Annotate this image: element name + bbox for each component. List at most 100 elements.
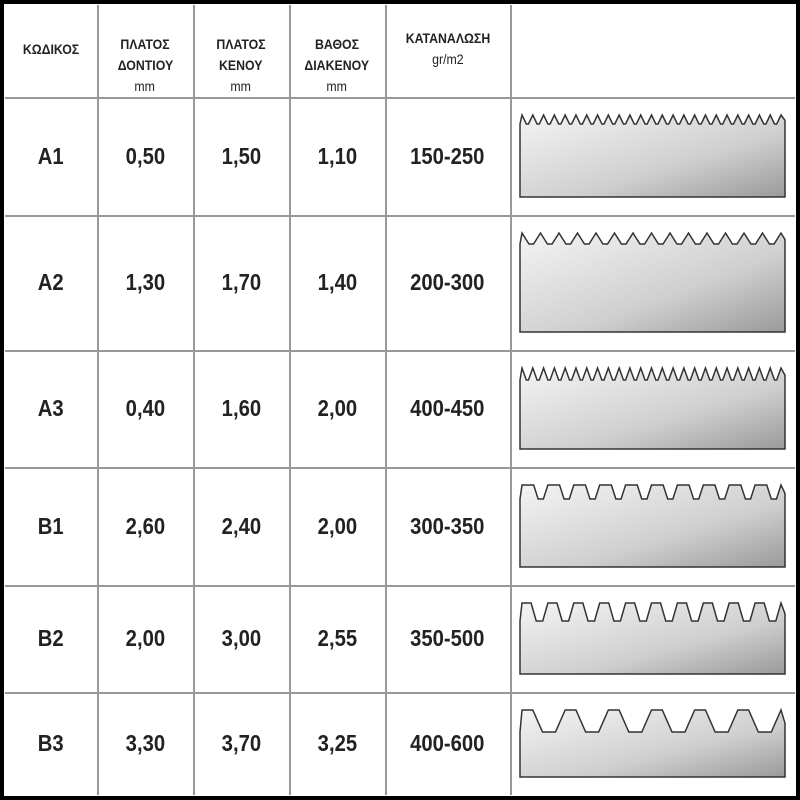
cell-text: 0,50 bbox=[125, 142, 165, 169]
body-cell: A1 bbox=[5, 97, 97, 215]
row-divider bbox=[5, 215, 795, 217]
header-text: ΚΕΝΟΥ bbox=[219, 57, 263, 73]
header-text: ΔΟΝΤΙΟΥ bbox=[117, 57, 173, 73]
row-divider bbox=[5, 692, 795, 694]
column-divider bbox=[289, 5, 291, 795]
trowel-profile bbox=[519, 366, 786, 450]
body-cell: B3 bbox=[5, 692, 97, 795]
cell-text: 400-600 bbox=[410, 730, 485, 756]
cell-text: 1,40 bbox=[317, 269, 357, 295]
cell-text: 2,00 bbox=[125, 625, 165, 651]
cell-text: 2,00 bbox=[317, 512, 357, 539]
cell-text: 3,70 bbox=[221, 730, 261, 756]
blade-shape bbox=[519, 708, 786, 778]
cell-text: A1 bbox=[38, 142, 64, 169]
header-cell: ΚΩΔΙΚΟΣ bbox=[5, 1, 97, 97]
cell-text: 3,30 bbox=[125, 730, 165, 756]
blade-shape bbox=[519, 366, 786, 450]
cell-text: 2,00 bbox=[317, 395, 357, 421]
body-cell: 3,30 bbox=[97, 692, 193, 795]
body-cell: 2,00 bbox=[97, 585, 193, 692]
header-text: ΔΙΑΚΕΝΟΥ bbox=[304, 57, 370, 73]
cell-text: 3,00 bbox=[221, 625, 261, 651]
cell-text: 1,30 bbox=[125, 269, 165, 295]
column-divider bbox=[193, 5, 195, 795]
row-divider bbox=[5, 467, 795, 469]
body-cell: 0,40 bbox=[97, 350, 193, 467]
row-divider bbox=[5, 350, 795, 352]
trowel-profile bbox=[519, 601, 786, 675]
header-text: ΠΛΑΤΟΣ bbox=[120, 36, 170, 52]
body-cell: 2,60 bbox=[97, 467, 193, 585]
body-cell: 1,10 bbox=[289, 97, 385, 215]
cell-text: 0,40 bbox=[125, 395, 165, 421]
body-cell: 300-350 bbox=[385, 467, 510, 585]
body-cell: 3,00 bbox=[193, 585, 289, 692]
body-cell: 2,40 bbox=[193, 467, 289, 585]
body-cell: 0,50 bbox=[97, 97, 193, 215]
header-text: gr/m2 bbox=[431, 51, 464, 67]
body-cell: 1,60 bbox=[193, 350, 289, 467]
column-divider bbox=[510, 5, 512, 795]
blade-shape bbox=[519, 483, 786, 568]
cell-text: 1,50 bbox=[221, 142, 261, 169]
body-cell: 1,30 bbox=[97, 215, 193, 350]
body-cell: 150-250 bbox=[385, 97, 510, 215]
header-text: ΚΑΤΑΝΑΛΩΣΗ bbox=[405, 30, 490, 46]
cell-text: 1,60 bbox=[221, 395, 261, 421]
body-cell: 350-500 bbox=[385, 585, 510, 692]
body-cell: 1,40 bbox=[289, 215, 385, 350]
column-divider bbox=[385, 5, 387, 795]
body-cell: 3,70 bbox=[193, 692, 289, 795]
row-divider bbox=[5, 585, 795, 587]
body-cell: 400-600 bbox=[385, 692, 510, 795]
blade-shape bbox=[519, 113, 786, 198]
cell-text: B1 bbox=[38, 512, 64, 539]
cell-text: 350-500 bbox=[410, 625, 485, 651]
header-cell: ΚΑΤΑΝΑΛΩΣΗ gr/m2 bbox=[385, 1, 510, 97]
cell-text: 3,25 bbox=[317, 730, 357, 756]
blade-shape bbox=[519, 601, 786, 675]
body-cell: 200-300 bbox=[385, 215, 510, 350]
cell-text: 1,70 bbox=[221, 269, 261, 295]
cell-text: B2 bbox=[38, 625, 64, 651]
header-cell: ΠΛΑΤΟΣ ΔΟΝΤΙΟΥ mm bbox=[97, 1, 193, 97]
cell-text: B3 bbox=[38, 730, 64, 756]
cell-text: 200-300 bbox=[410, 269, 485, 295]
header-text: mm bbox=[230, 78, 252, 94]
body-cell: 1,70 bbox=[193, 215, 289, 350]
header-text: ΚΩΔΙΚΟΣ bbox=[22, 40, 80, 57]
cell-text: A2 bbox=[38, 269, 64, 295]
cell-text: A3 bbox=[38, 395, 64, 421]
trowel-profile bbox=[519, 483, 786, 568]
body-cell: 2,00 bbox=[289, 467, 385, 585]
row-divider bbox=[5, 97, 795, 99]
header-cell: ΠΛΑΤΟΣ ΚΕΝΟΥ mm bbox=[193, 1, 289, 97]
blade-shape bbox=[519, 231, 786, 333]
column-divider bbox=[97, 5, 99, 795]
header-text: mm bbox=[134, 78, 156, 94]
header-cell: ΒΑΘΟΣ ΔΙΑΚΕΝΟΥ mm bbox=[289, 1, 385, 97]
cell-text: 300-350 bbox=[410, 512, 485, 539]
body-cell: A2 bbox=[5, 215, 97, 350]
cell-text: 2,55 bbox=[317, 625, 357, 651]
body-cell: B2 bbox=[5, 585, 97, 692]
cell-text: 2,60 bbox=[125, 512, 165, 539]
header-text: ΒΑΘΟΣ bbox=[314, 36, 360, 52]
body-cell: 2,55 bbox=[289, 585, 385, 692]
cell-text: 2,40 bbox=[221, 512, 261, 539]
trowel-profile bbox=[519, 708, 786, 778]
body-cell: B1 bbox=[5, 467, 97, 585]
header-text: mm bbox=[326, 78, 348, 94]
body-cell: 1,50 bbox=[193, 97, 289, 215]
body-cell: A3 bbox=[5, 350, 97, 467]
cell-text: 1,10 bbox=[317, 142, 357, 169]
trowel-profile bbox=[519, 231, 786, 333]
cell-text: 150-250 bbox=[410, 142, 485, 169]
body-cell: 400-450 bbox=[385, 350, 510, 467]
body-cell: 2,00 bbox=[289, 350, 385, 467]
cell-text: 400-450 bbox=[410, 395, 485, 421]
body-cell: 3,25 bbox=[289, 692, 385, 795]
